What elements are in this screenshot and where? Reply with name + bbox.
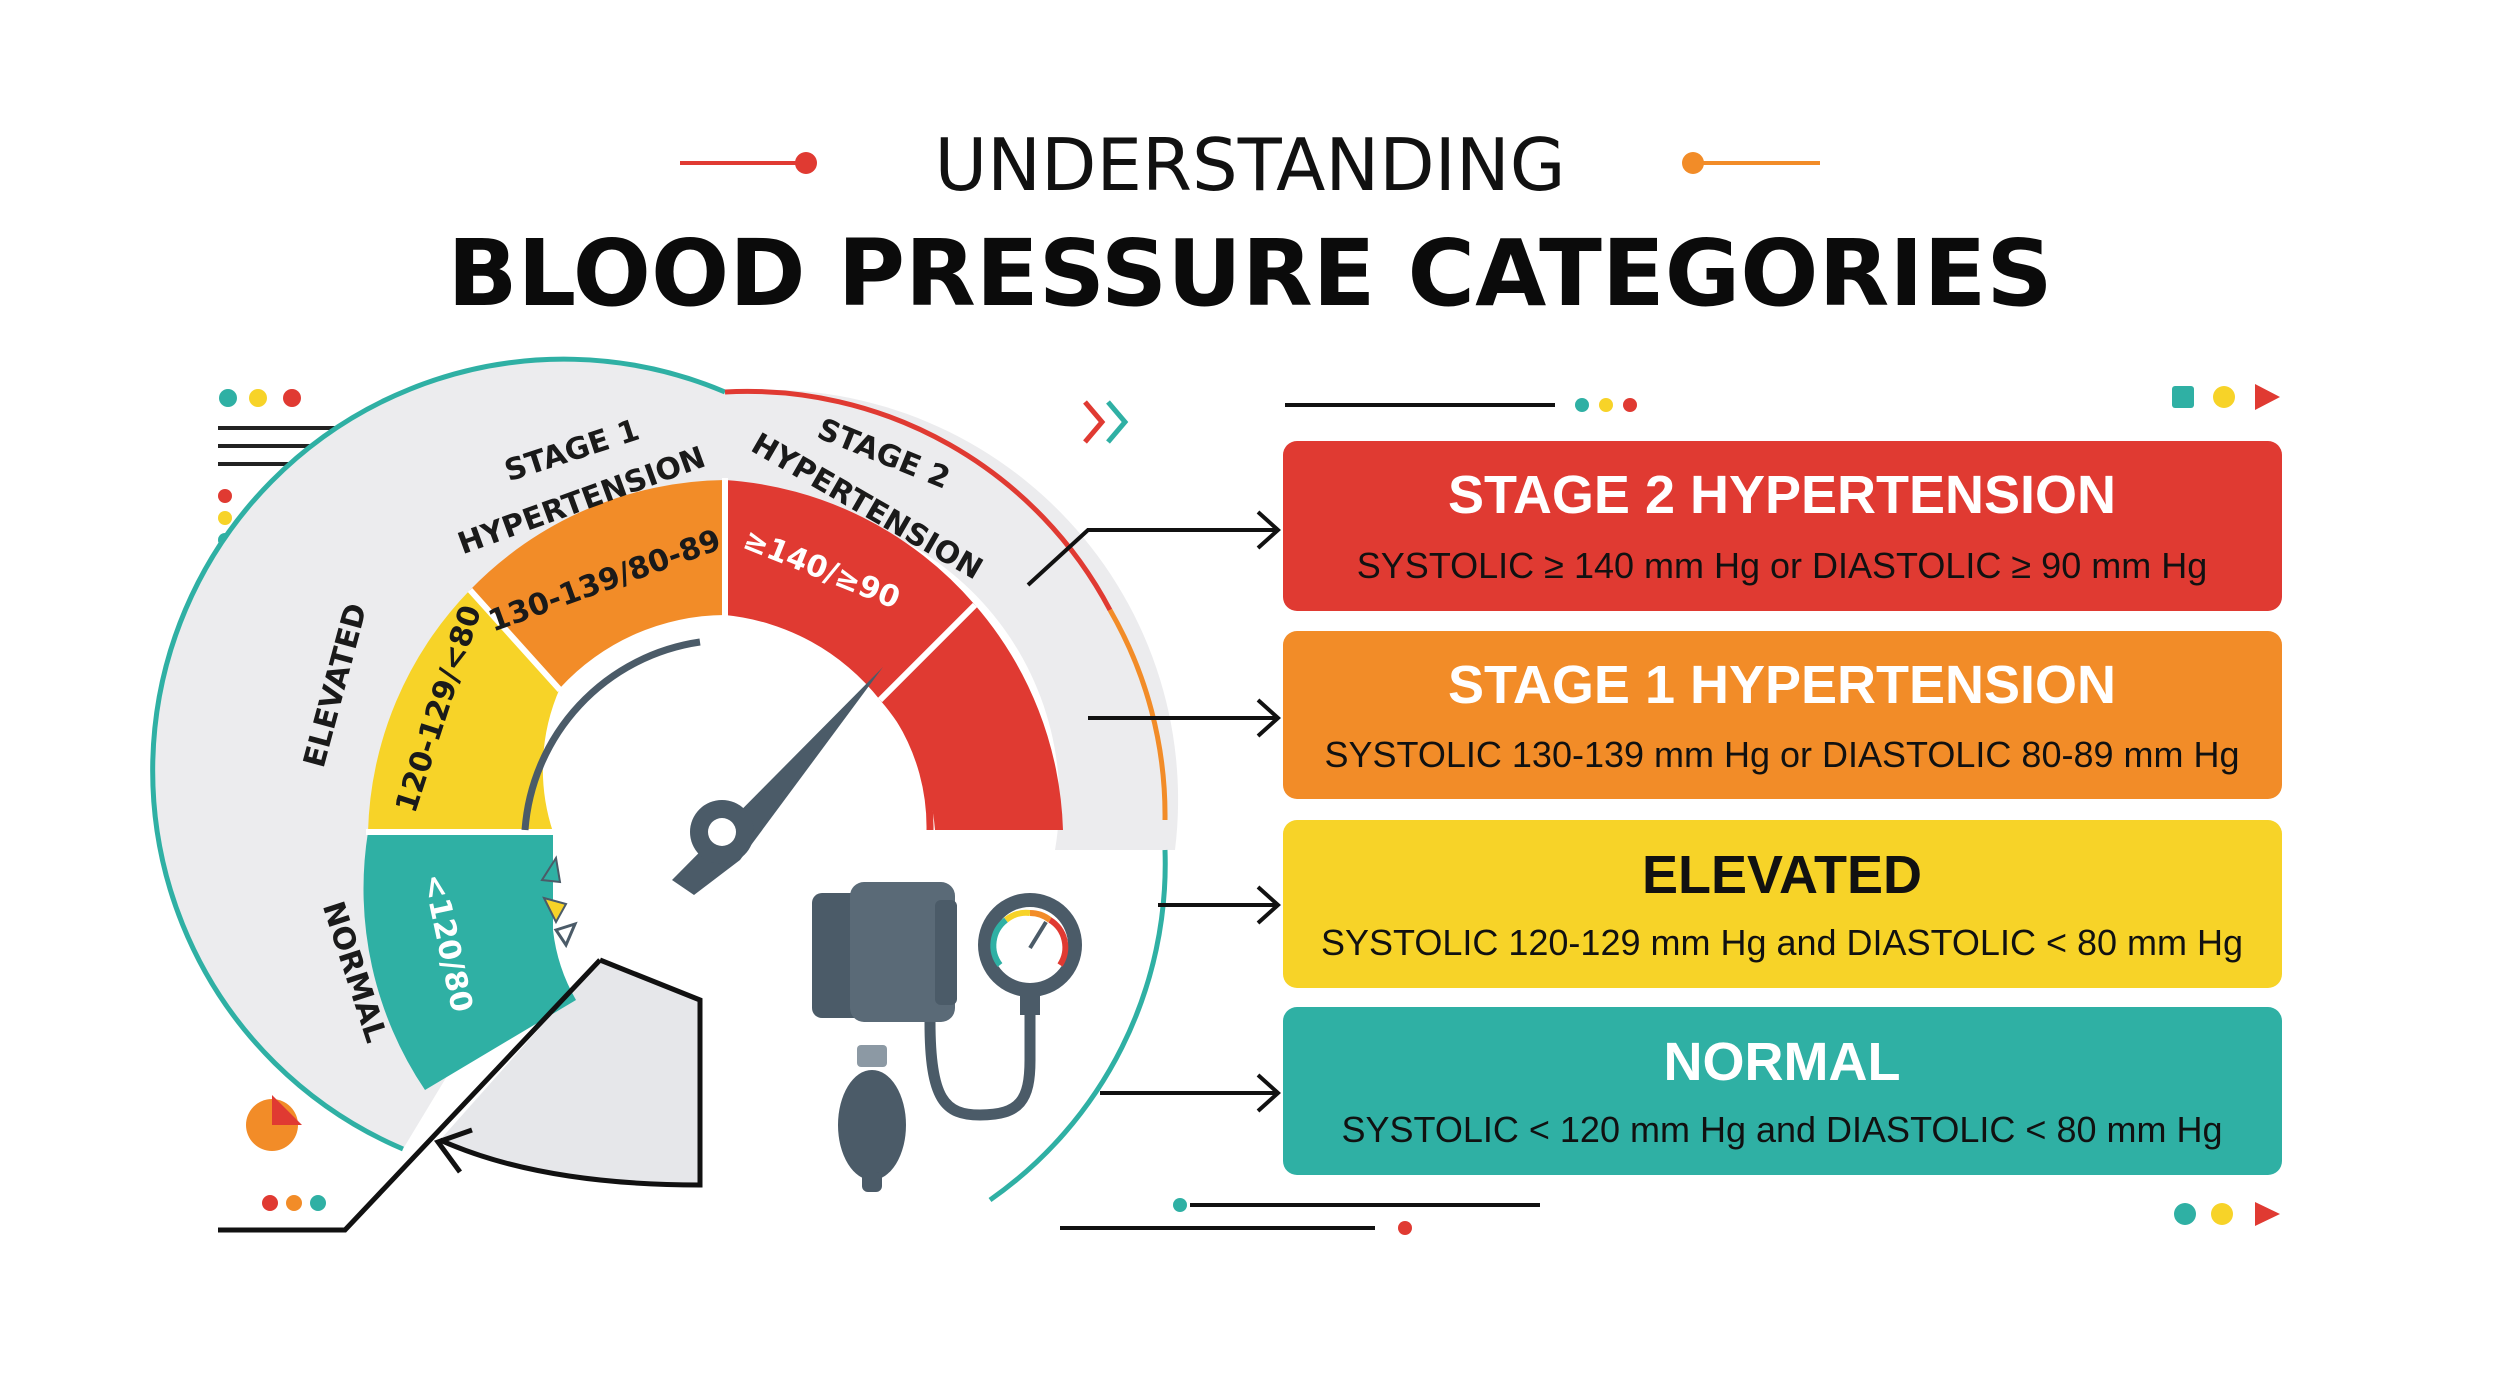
decor-dot-red bbox=[1623, 398, 1637, 412]
decor-dot-yellow bbox=[2213, 386, 2235, 408]
decor-dot-teal bbox=[2174, 1203, 2196, 1225]
dial-arc-teal bbox=[990, 917, 1008, 967]
gauge-separator bbox=[467, 587, 563, 693]
category-card-stage2: STAGE 2 HYPERTENSION SYSTOLIC ≥ 140 mm H… bbox=[1283, 441, 2282, 611]
decor-dot-teal bbox=[1575, 398, 1589, 412]
decor-right-top bbox=[1285, 384, 2280, 412]
gauge-inner-arc-red bbox=[897, 718, 934, 831]
category-card-elevated: ELEVATED SYSTOLIC 120-129 mm Hg and DIAS… bbox=[1283, 820, 2282, 988]
dial-arc-orange bbox=[1029, 909, 1052, 923]
decor-dot-teal bbox=[1173, 1198, 1187, 1212]
decor-dot-yellow bbox=[1599, 398, 1613, 412]
gauge-needle bbox=[672, 667, 883, 895]
gauge-inner-sector bbox=[440, 960, 700, 1185]
decor-triangle-red bbox=[2255, 384, 2280, 410]
decor-dot-red bbox=[283, 389, 301, 407]
decor-right-bottom bbox=[1060, 1198, 2280, 1235]
dial-arc-red bbox=[1048, 917, 1069, 967]
card-description: SYSTOLIC < 120 mm Hg and DIASTOLIC < 80 … bbox=[1341, 1109, 2222, 1150]
gauge-marker-red bbox=[553, 921, 578, 949]
decor-square-teal bbox=[2172, 386, 2194, 408]
decor-dot-red bbox=[218, 489, 232, 503]
card-background bbox=[1283, 820, 2282, 988]
decor-dot-red bbox=[262, 1195, 278, 1211]
decor-dot-orange bbox=[286, 1195, 302, 1211]
arrow-right-icon bbox=[1256, 885, 1281, 925]
arrow-right-icon bbox=[1256, 1073, 1281, 1113]
arrow-right-icon bbox=[1256, 698, 1281, 738]
card-description: SYSTOLIC 130-139 mm Hg or DIASTOLIC 80-8… bbox=[1325, 734, 2240, 775]
decor-dot-red bbox=[1398, 1221, 1412, 1235]
card-title: ELEVATED bbox=[1642, 845, 1922, 905]
card-background bbox=[1283, 441, 2282, 611]
gauge-inner-arc bbox=[521, 638, 701, 831]
gauge-segment-stage2 bbox=[725, 480, 975, 700]
decor-bottom-left bbox=[246, 1095, 326, 1211]
decor-triangle-red bbox=[2255, 1202, 2280, 1226]
gauge-needle-pointer bbox=[672, 667, 883, 895]
dial-arc-yellow bbox=[1004, 909, 1031, 923]
card-title: NORMAL bbox=[1664, 1032, 1901, 1092]
gauge-segment-elevated bbox=[368, 590, 560, 832]
gauge-marker-teal bbox=[540, 855, 562, 884]
decor-chevrons bbox=[1083, 400, 1129, 444]
decor-pie-slice bbox=[272, 1095, 302, 1125]
arrow-right-icon bbox=[1256, 510, 1281, 550]
gauge-bottom-arrow bbox=[218, 957, 703, 1233]
decor-dot-yellow bbox=[249, 389, 267, 407]
gauge-rim-orange bbox=[1107, 608, 1168, 821]
title-blood-pressure-categories: BLOOD PRESSURE CATEGORIES bbox=[447, 220, 2052, 327]
card-title: STAGE 2 HYPERTENSION bbox=[1448, 465, 2116, 525]
gauge-segment-stage1 bbox=[470, 480, 725, 688]
category-card-normal: NORMAL SYSTOLIC < 120 mm Hg and DIASTOLI… bbox=[1283, 1007, 2282, 1175]
category-card-stage1: STAGE 1 HYPERTENSION SYSTOLIC 130-139 mm… bbox=[1283, 631, 2282, 799]
decor-dot-teal bbox=[310, 1195, 326, 1211]
dial-stem-icon bbox=[1020, 995, 1040, 1015]
decor-dot-teal bbox=[219, 389, 237, 407]
gauge-rim-teal bbox=[150, 356, 726, 1152]
chevron-right-icon bbox=[1083, 400, 1106, 444]
sphygmomanometer-illustration bbox=[812, 882, 1082, 1192]
connector-stage2 bbox=[1026, 528, 1275, 587]
decor-dot-yellow bbox=[218, 511, 232, 525]
card-background bbox=[1283, 631, 2282, 799]
gauge-marker-yellow bbox=[542, 896, 568, 925]
title-understanding: UNDERSTANDING bbox=[934, 123, 1565, 207]
card-description: SYSTOLIC ≥ 140 mm Hg or DIASTOLIC ≥ 90 m… bbox=[1357, 545, 2207, 586]
arrow-head-icon bbox=[433, 1127, 473, 1174]
cuff-front-icon bbox=[850, 882, 955, 1022]
gauge-rim-red bbox=[724, 388, 1113, 612]
tube-icon bbox=[924, 1010, 1036, 1121]
gauge-pointer-line bbox=[218, 958, 602, 1233]
gauge-rim-teal-lower bbox=[988, 849, 1168, 1203]
gauge-bottom-curve bbox=[438, 957, 703, 1188]
cuff-strap-icon bbox=[935, 900, 957, 1005]
card-background bbox=[1283, 1007, 2282, 1175]
gauge-needle-hub-center bbox=[708, 818, 736, 846]
gauge-separator bbox=[877, 602, 978, 703]
title-right-dot bbox=[1682, 152, 1704, 174]
gauge-segment-normal bbox=[363, 832, 576, 1090]
card-description: SYSTOLIC 120-129 mm Hg and DIASTOLIC < 8… bbox=[1321, 922, 2243, 963]
decor-dot-yellow bbox=[2211, 1203, 2233, 1225]
dial-needle-icon bbox=[1028, 920, 1048, 950]
bulb-icon bbox=[838, 1070, 906, 1180]
valve-icon bbox=[857, 1045, 887, 1067]
title-left-dot bbox=[795, 152, 817, 174]
title-block: UNDERSTANDING BLOOD PRESSURE CATEGORIES bbox=[447, 123, 2052, 327]
card-title: STAGE 1 HYPERTENSION bbox=[1448, 655, 2116, 715]
connectors bbox=[1026, 510, 1281, 1113]
decor-top-left bbox=[218, 389, 380, 547]
bulb-tip-icon bbox=[862, 1172, 882, 1192]
chevron-right-icon bbox=[1106, 400, 1129, 444]
